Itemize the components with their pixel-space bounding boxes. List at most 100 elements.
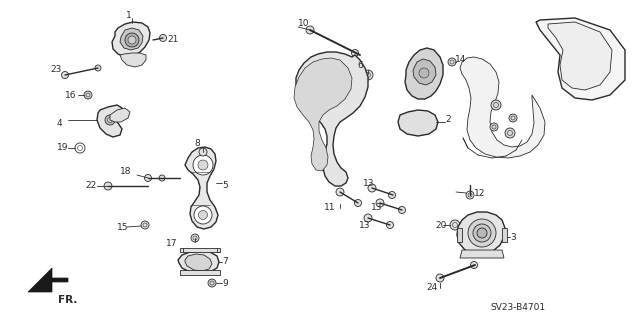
Text: 22: 22 [85,182,96,190]
Text: FR.: FR. [58,295,77,305]
Circle shape [363,70,373,80]
Circle shape [208,279,216,287]
Circle shape [210,281,214,285]
Text: 9: 9 [222,278,228,287]
Circle shape [450,220,460,230]
Text: 18: 18 [120,167,131,176]
Polygon shape [536,18,625,100]
Circle shape [388,191,396,198]
Polygon shape [460,250,504,258]
Text: 23: 23 [50,65,61,75]
Circle shape [95,65,101,71]
Text: 8: 8 [194,138,200,147]
Text: 13: 13 [363,180,374,189]
Circle shape [198,160,208,170]
Circle shape [141,221,149,229]
Polygon shape [180,270,220,275]
Text: 17: 17 [166,240,178,249]
Circle shape [105,115,115,125]
Circle shape [477,228,487,238]
Text: 2: 2 [445,115,451,124]
Text: 11: 11 [324,203,336,211]
Text: 20: 20 [435,220,446,229]
Circle shape [355,199,362,206]
Polygon shape [294,58,352,171]
Text: 16: 16 [65,91,77,100]
Polygon shape [185,254,212,271]
Circle shape [198,211,207,219]
Circle shape [493,102,499,108]
Polygon shape [120,28,143,50]
Circle shape [419,68,429,78]
Circle shape [490,123,498,131]
Circle shape [511,116,515,120]
Text: 13: 13 [371,203,383,211]
Circle shape [492,125,496,129]
Text: 5: 5 [222,181,228,189]
Polygon shape [110,108,130,122]
Circle shape [387,221,394,228]
Polygon shape [112,22,150,57]
Circle shape [508,130,513,136]
Circle shape [466,191,474,199]
Text: 6: 6 [357,61,363,70]
Polygon shape [502,228,507,242]
Circle shape [159,34,166,41]
Circle shape [364,214,372,222]
Circle shape [470,262,477,269]
Text: 3: 3 [510,233,516,241]
Circle shape [191,234,199,242]
Circle shape [468,219,496,247]
Polygon shape [296,52,368,186]
Polygon shape [178,251,219,273]
Circle shape [159,175,165,181]
Text: 13: 13 [359,220,371,229]
Text: 14: 14 [455,56,467,64]
Text: 21: 21 [167,34,179,43]
Polygon shape [185,147,218,229]
Polygon shape [405,48,443,99]
Text: SV23-B4701: SV23-B4701 [490,303,545,313]
Text: 15: 15 [117,224,129,233]
Text: 1: 1 [126,11,132,20]
Circle shape [108,117,113,122]
Text: 19: 19 [57,144,68,152]
Circle shape [125,33,139,47]
Polygon shape [413,59,436,85]
Text: 10: 10 [298,19,310,27]
Circle shape [194,206,212,224]
Text: 12: 12 [474,189,485,197]
Polygon shape [97,105,122,137]
Polygon shape [548,22,612,90]
Polygon shape [398,110,438,136]
Text: 7: 7 [222,257,228,266]
Text: 4: 4 [57,118,63,128]
Polygon shape [180,248,220,252]
Circle shape [61,71,68,78]
Circle shape [436,274,444,282]
Polygon shape [457,228,462,242]
Circle shape [473,224,491,242]
Polygon shape [120,53,146,67]
Circle shape [368,184,376,192]
Circle shape [84,91,92,99]
Circle shape [145,174,152,182]
Circle shape [399,206,406,213]
Circle shape [336,188,344,196]
Polygon shape [460,57,545,158]
Circle shape [193,155,213,175]
Circle shape [376,199,384,207]
Circle shape [306,26,314,34]
Circle shape [505,128,515,138]
Polygon shape [457,212,505,254]
Circle shape [86,93,90,97]
Circle shape [509,114,517,122]
Circle shape [199,148,207,156]
Circle shape [351,49,358,56]
Circle shape [104,182,112,190]
Circle shape [448,58,456,66]
Circle shape [128,36,136,44]
Text: 24: 24 [426,284,438,293]
Circle shape [491,100,501,110]
Polygon shape [28,268,68,292]
